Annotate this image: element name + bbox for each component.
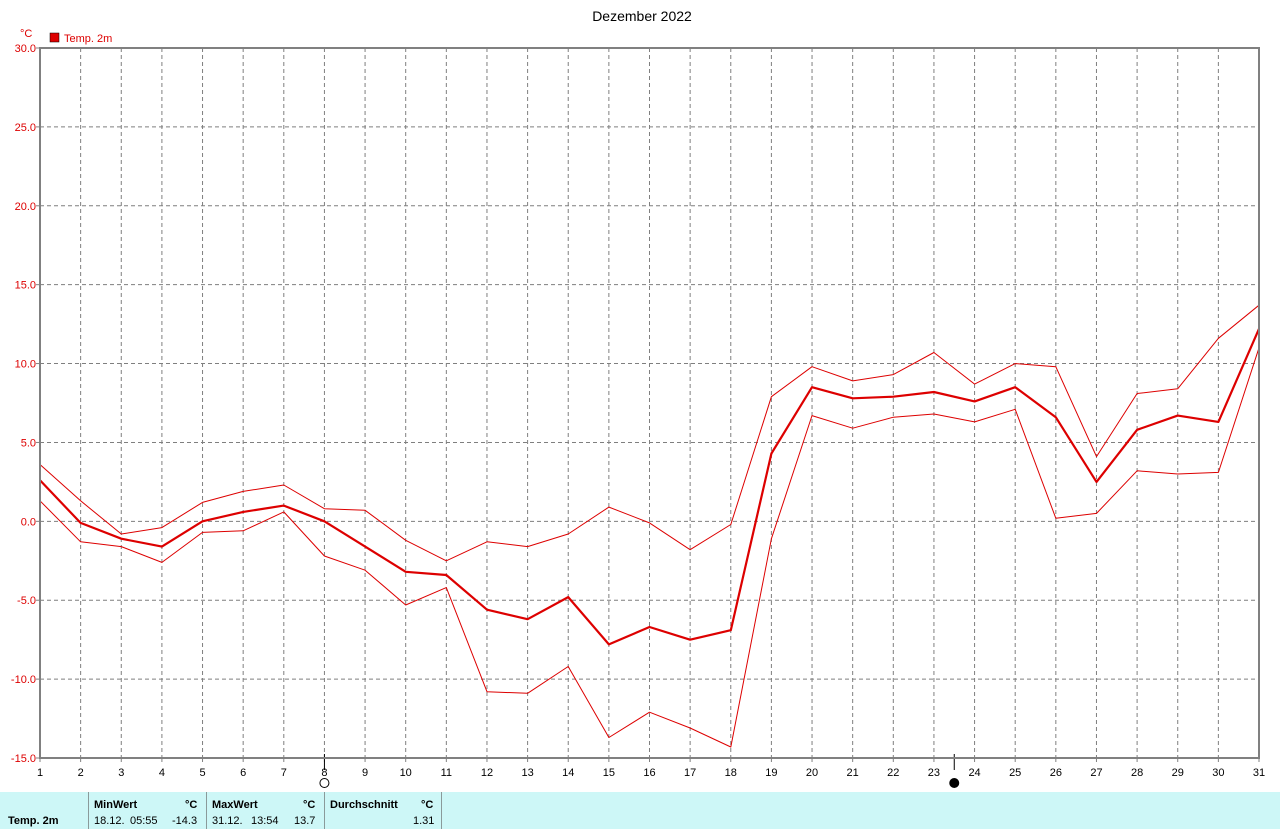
legend-entry-temp-2m: Temp. 2m bbox=[64, 33, 112, 45]
x-tick-label: 28 bbox=[1131, 767, 1143, 779]
stats-panel: Temp. 2m MinWert °C 18.12. 05:55 -14.3 M… bbox=[0, 792, 1280, 829]
y-tick-label: 0.0 bbox=[21, 516, 36, 528]
y-tick-label: -5.0 bbox=[17, 595, 36, 607]
avg-value: 1.31 bbox=[413, 815, 435, 827]
x-tick-label: 14 bbox=[562, 767, 574, 779]
min-label: MinWert bbox=[94, 799, 138, 811]
legend-swatch bbox=[49, 32, 60, 43]
new-moon-icon bbox=[949, 778, 960, 788]
y-axis-ticks: 30.0 25.0 20.0 15.0 10.0 5.0 0.0 -5.0 -10.0 -15.0 bbox=[11, 43, 40, 765]
moon-phase-markers bbox=[319, 754, 960, 788]
x-tick-label: 26 bbox=[1050, 767, 1062, 779]
x-tick-label: 11 bbox=[441, 767, 452, 779]
x-axis-ticks: 1 2 3 4 5 6 7 8 9 10 11 12 13 14 15 16 17 18 19 20 21 22 23 24 2… bbox=[37, 758, 1265, 779]
x-tick-label: 24 bbox=[968, 767, 980, 779]
max-date: 31.12. bbox=[212, 815, 243, 827]
series-line-max bbox=[39, 304, 1260, 562]
avg-label: Durchschnitt bbox=[330, 799, 398, 811]
x-tick-label: 6 bbox=[240, 767, 246, 779]
y-tick-label: 30.0 bbox=[15, 43, 36, 55]
grid bbox=[40, 48, 1259, 758]
stats-divider bbox=[441, 792, 442, 829]
x-tick-label: 16 bbox=[643, 767, 655, 779]
x-tick-label: 13 bbox=[521, 767, 533, 779]
y-tick-label: -15.0 bbox=[11, 753, 36, 765]
x-tick-label: 4 bbox=[159, 767, 165, 779]
x-tick-label: 29 bbox=[1172, 767, 1184, 779]
stats-row-label: Temp. 2m bbox=[8, 815, 59, 827]
min-unit: °C bbox=[185, 799, 198, 811]
min-value: -14.3 bbox=[172, 815, 198, 827]
x-tick-label: 25 bbox=[1009, 767, 1021, 779]
x-tick-label: 22 bbox=[887, 767, 899, 779]
x-tick-label: 23 bbox=[928, 767, 940, 779]
series-lines bbox=[39, 304, 1261, 748]
x-tick-label: 15 bbox=[603, 767, 615, 779]
y-tick-label: 25.0 bbox=[15, 122, 36, 134]
max-value: 13.7 bbox=[294, 815, 316, 827]
avg-unit: °C bbox=[421, 799, 434, 811]
y-tick-label: 5.0 bbox=[21, 437, 36, 449]
temperature-chart: Dezember 2022 °C Temp. 2m 30.025.020.015… bbox=[11, 8, 1265, 788]
x-tick-label: 7 bbox=[281, 767, 287, 779]
y-tick-label: 15.0 bbox=[15, 280, 36, 292]
min-date: 18.12. bbox=[94, 815, 125, 827]
x-tick-label: 10 bbox=[400, 767, 412, 779]
x-tick-label: 19 bbox=[765, 767, 777, 779]
chart-title: Dezember 2022 bbox=[592, 8, 692, 24]
x-tick-label: 31 bbox=[1253, 767, 1265, 779]
x-tick-label: 30 bbox=[1212, 767, 1224, 779]
series-line-min bbox=[39, 347, 1260, 748]
x-tick-label: 9 bbox=[362, 767, 368, 779]
x-tick-label: 3 bbox=[118, 767, 124, 779]
x-tick-label: 2 bbox=[78, 767, 84, 779]
max-label: MaxWert bbox=[212, 799, 258, 811]
x-tick-label: 20 bbox=[806, 767, 818, 779]
stats-divider bbox=[324, 792, 325, 829]
x-tick-label: 17 bbox=[684, 767, 696, 779]
x-tick-label: 1 bbox=[37, 767, 43, 779]
x-tick-label: 8 bbox=[321, 767, 327, 779]
min-time: 05:55 bbox=[130, 815, 158, 827]
x-tick-label: 18 bbox=[725, 767, 737, 779]
stats-divider bbox=[206, 792, 207, 829]
series-line-mean bbox=[39, 328, 1261, 646]
x-tick-label: 12 bbox=[481, 767, 493, 779]
y-tick-label: -10.0 bbox=[11, 674, 36, 686]
x-tick-label: 27 bbox=[1090, 767, 1102, 779]
x-tick-label: 5 bbox=[199, 767, 205, 779]
stats-divider bbox=[88, 792, 89, 829]
full-moon-icon bbox=[319, 778, 330, 788]
plot-frame bbox=[39, 47, 1260, 759]
x-tick-label: 21 bbox=[847, 767, 859, 779]
y-tick-label: 10.0 bbox=[15, 359, 36, 371]
y-axis-unit-label: °C bbox=[20, 28, 32, 40]
max-unit: °C bbox=[303, 799, 316, 811]
max-time: 13:54 bbox=[251, 815, 279, 827]
y-tick-label: 20.0 bbox=[15, 201, 36, 213]
